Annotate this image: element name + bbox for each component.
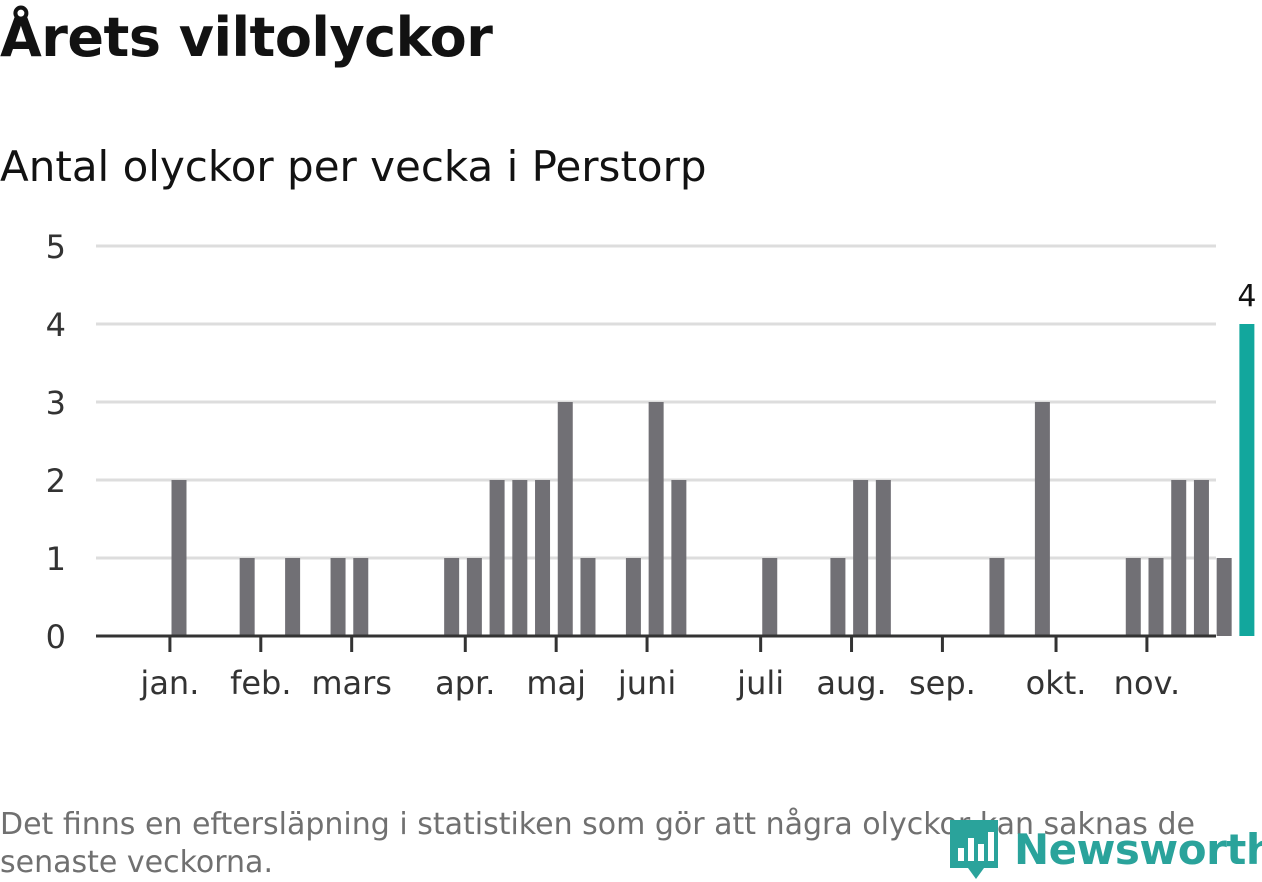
bar xyxy=(580,558,596,636)
bar xyxy=(762,558,778,636)
bar xyxy=(1148,558,1164,636)
bar xyxy=(1125,558,1141,636)
bar xyxy=(353,558,369,636)
chart-title: Årets viltolyckor xyxy=(0,6,493,69)
bar xyxy=(853,480,869,636)
x-tick-label: maj xyxy=(526,664,586,702)
bar xyxy=(330,558,346,636)
bar xyxy=(557,402,573,636)
y-tick-label: 4 xyxy=(46,306,66,344)
x-tick-label: juni xyxy=(617,664,676,702)
x-tick-label: okt. xyxy=(1026,664,1087,702)
bar xyxy=(535,480,551,636)
bar xyxy=(1216,558,1232,636)
brand-name: Newsworthy xyxy=(1014,824,1262,874)
x-tick-label: aug. xyxy=(816,664,886,702)
y-tick-label: 2 xyxy=(46,462,66,500)
chart-subtitle: Antal olyckor per vecka i Perstorp xyxy=(0,142,707,191)
bar-chart: 0 1 2 3 4 5 4 jan. feb. mars apr. maj juni juli aug. se… xyxy=(46,228,1257,702)
brand-logo[interactable]: Newsworthy xyxy=(948,818,1262,880)
x-tick-label: sep. xyxy=(909,664,976,702)
bar xyxy=(625,558,641,636)
bar xyxy=(671,480,687,636)
bar-highlight xyxy=(1239,324,1255,636)
data-label: 4 xyxy=(1237,279,1256,314)
y-tick-label: 1 xyxy=(46,540,66,578)
y-tick-label: 0 xyxy=(46,618,66,656)
bar xyxy=(512,480,528,636)
x-tick-label: juli xyxy=(736,664,784,702)
bar xyxy=(444,558,460,636)
bar xyxy=(875,480,891,636)
x-tick-label: feb. xyxy=(230,664,291,702)
x-tick-label: nov. xyxy=(1114,664,1180,702)
bar xyxy=(466,558,482,636)
y-tick-label: 5 xyxy=(46,228,66,266)
newsworthy-logo-icon xyxy=(950,820,998,879)
bar xyxy=(1193,480,1209,636)
x-tick-label: mars xyxy=(311,664,392,702)
bar xyxy=(830,558,846,636)
bar xyxy=(171,480,187,636)
bar xyxy=(989,558,1005,636)
bar xyxy=(239,558,255,636)
x-tick-label: apr. xyxy=(435,664,495,702)
x-tick-label: jan. xyxy=(139,664,199,702)
bar xyxy=(1171,480,1187,636)
y-tick-label: 3 xyxy=(46,384,66,422)
bar xyxy=(1034,402,1050,636)
bar xyxy=(285,558,301,636)
bar xyxy=(648,402,664,636)
bar xyxy=(489,480,505,636)
